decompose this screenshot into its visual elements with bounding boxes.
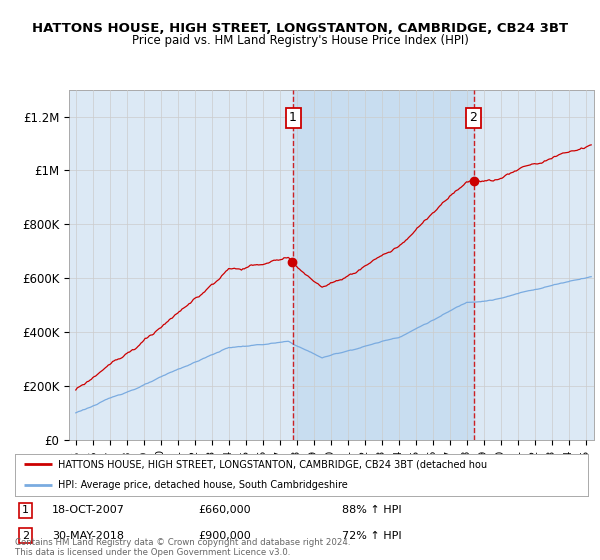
Text: £900,000: £900,000: [199, 530, 251, 540]
Text: 1: 1: [289, 111, 297, 124]
Text: HATTONS HOUSE, HIGH STREET, LONGSTANTON, CAMBRIDGE, CB24 3BT: HATTONS HOUSE, HIGH STREET, LONGSTANTON,…: [32, 22, 568, 35]
Text: 88% ↑ HPI: 88% ↑ HPI: [341, 505, 401, 515]
Text: 18-OCT-2007: 18-OCT-2007: [52, 505, 125, 515]
Text: Contains HM Land Registry data © Crown copyright and database right 2024.
This d: Contains HM Land Registry data © Crown c…: [15, 538, 350, 557]
Text: Price paid vs. HM Land Registry's House Price Index (HPI): Price paid vs. HM Land Registry's House …: [131, 34, 469, 46]
Text: 30-MAY-2018: 30-MAY-2018: [52, 530, 124, 540]
Bar: [293, 90, 473, 440]
Text: 1: 1: [22, 505, 29, 515]
Text: 2: 2: [22, 530, 29, 540]
Text: HATTONS HOUSE, HIGH STREET, LONGSTANTON, CAMBRIDGE, CB24 3BT (detached hou: HATTONS HOUSE, HIGH STREET, LONGSTANTON,…: [58, 459, 487, 469]
Text: 2: 2: [470, 111, 478, 124]
Text: HPI: Average price, detached house, South Cambridgeshire: HPI: Average price, detached house, Sout…: [58, 480, 348, 490]
Text: 72% ↑ HPI: 72% ↑ HPI: [341, 530, 401, 540]
Text: £660,000: £660,000: [199, 505, 251, 515]
